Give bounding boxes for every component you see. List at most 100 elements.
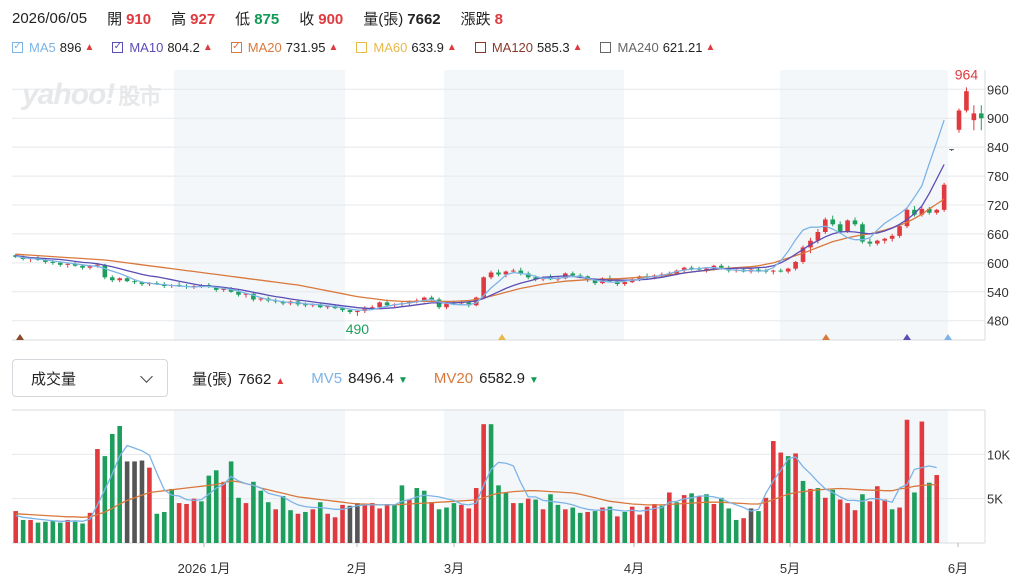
volume-bar [444, 507, 449, 543]
volume-bar [169, 488, 174, 543]
checkbox-icon[interactable] [356, 41, 368, 53]
x-tick-label: 3月 [444, 561, 464, 576]
candle-body [496, 272, 501, 275]
volume-bar [852, 510, 858, 543]
volume-bar [35, 522, 41, 543]
volume-bar [384, 503, 390, 543]
volume-bar [147, 467, 152, 543]
volume-bar [473, 488, 479, 543]
checkbox-icon[interactable] [474, 41, 486, 53]
volume-bar [13, 511, 19, 543]
volume-bar [867, 501, 873, 543]
checkbox-checked-icon[interactable]: ✓ [112, 41, 124, 53]
volume-bar [80, 523, 85, 543]
candle-body [325, 306, 330, 308]
chevron-down-icon [140, 369, 153, 383]
price-tick-label: 540 [987, 285, 1009, 300]
ma-legend-ma10[interactable]: ✓ MA10 804.2 ▲ [112, 39, 213, 55]
up-triangle-icon: ▲ [202, 41, 213, 53]
candle-body [258, 298, 264, 300]
volume-bar [726, 508, 732, 543]
candle-body [384, 302, 390, 306]
candle-body [525, 273, 531, 278]
candle-body [251, 293, 256, 300]
candle-body [622, 282, 628, 285]
up-triangle-icon: ▲ [705, 41, 716, 53]
ma-legend-ma20[interactable]: ✓ MA20 731.95 ▲ [230, 39, 339, 55]
mv20-line [15, 480, 937, 518]
checkbox-icon[interactable] [600, 41, 612, 53]
volume-bar [109, 433, 115, 543]
candle-body [815, 232, 821, 241]
yahoo-logo: yahoo! 股市 [22, 78, 161, 111]
volume-bar [176, 503, 182, 543]
checkbox-checked-icon[interactable]: ✓ [230, 41, 242, 53]
up-triangle-icon: ▲ [84, 41, 95, 53]
volume-bar [317, 502, 323, 543]
volume-bar [615, 516, 620, 543]
volume-bar [926, 482, 932, 543]
candle-body [949, 149, 954, 151]
ma-name: MA10 [129, 39, 164, 55]
down-triangle-icon: ▼ [398, 374, 408, 386]
volume-bar [756, 511, 761, 543]
ma-legend-ma5[interactable]: ✓ MA5 896 ▲ [12, 40, 94, 55]
volume-bar [518, 503, 524, 543]
candle-body [919, 208, 925, 215]
checkbox-checked-icon[interactable]: ✓ [12, 41, 23, 53]
candle-body [503, 271, 509, 275]
candle-body [845, 220, 850, 232]
x-tick-label: 4月 [624, 561, 644, 576]
ma-legend-ma240[interactable]: MA240 621.21 ▲ [600, 40, 715, 55]
volume-bar [251, 481, 256, 543]
volume-bar [681, 495, 687, 543]
event-marker-icon [498, 334, 506, 340]
volume-bar [243, 503, 249, 543]
volume-bar [43, 521, 48, 543]
volume-bar [466, 508, 472, 543]
volume-bar [265, 502, 271, 543]
price-tick-label: 780 [987, 169, 1009, 184]
volume-bar [889, 509, 895, 543]
price-tick-label: 900 [987, 111, 1009, 126]
candle-body [689, 267, 694, 269]
candle-body [867, 241, 873, 244]
price-tick-label: 720 [987, 198, 1009, 213]
candle-body [369, 307, 375, 309]
volume-bar [377, 508, 382, 543]
volume-bar [652, 503, 657, 543]
indicator-select-label: 成交量 [31, 370, 77, 388]
quote-low: 低 875 [235, 10, 280, 28]
ma-legend-ma60[interactable]: MA60 633.9 ▲ [356, 40, 457, 55]
volume-bar [258, 490, 264, 543]
x-tick-label: 2026 1月 [178, 561, 231, 576]
candle-body [421, 297, 427, 301]
volume-bar [525, 498, 531, 543]
volume-bar [407, 499, 412, 543]
candle-body [681, 267, 687, 271]
volume-bar [919, 421, 925, 543]
volume-bar [414, 488, 420, 543]
quote-open: 開 910 [107, 10, 152, 28]
quote-close: 收 900 [299, 10, 344, 28]
candle-body [87, 265, 93, 268]
volume-bar [362, 503, 368, 543]
volume-bar [236, 497, 241, 543]
candle-body [533, 277, 538, 280]
candle-body [102, 264, 108, 278]
event-marker-icon [903, 334, 911, 340]
candle-body [317, 304, 323, 308]
price-tick-label: 960 [987, 82, 1009, 97]
volume-bar [689, 493, 694, 543]
ma-legend-ma120[interactable]: MA120 585.3 ▲ [474, 40, 582, 55]
candle-body [800, 247, 806, 262]
up-triangle-icon: ▲ [328, 41, 339, 53]
volume-bar [837, 499, 843, 543]
min-price-label: 490 [346, 321, 370, 337]
volume-bar [28, 519, 33, 543]
candle-body [80, 265, 85, 268]
ma-name: MA20 [247, 39, 282, 55]
candle-body [964, 91, 969, 111]
indicator-select[interactable]: 成交量 [12, 359, 168, 397]
